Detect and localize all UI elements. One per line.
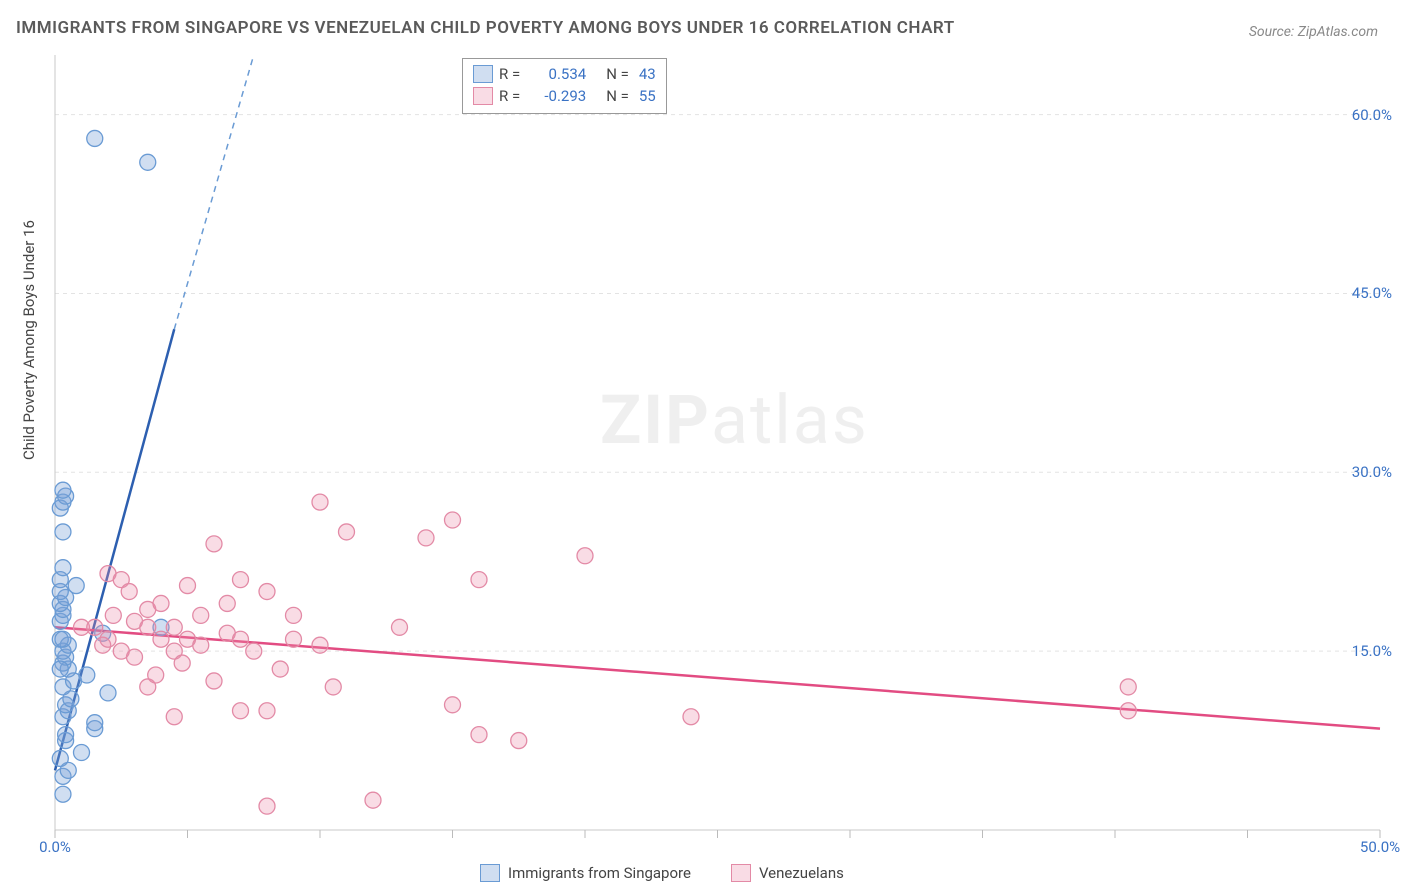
legend-swatch [731,864,751,882]
legend-row: R = 0.534 N = 43 [473,63,656,85]
legend-row: R = -0.293 N = 55 [473,85,656,107]
series-legend-item: Immigrants from Singapore [480,864,691,882]
series-legend-label: Venezuelans [759,864,844,882]
correlation-legend: R = 0.534 N = 43 R = -0.293 N = 55 [462,58,667,114]
legend-n-value: 55 [639,87,656,105]
x-tick-label: 50.0% [1360,838,1400,856]
legend-n-label: N = [606,65,629,83]
y-tick-label: 60.0% [1352,106,1392,124]
legend-swatch [480,864,500,882]
legend-r-label: R = [499,65,520,83]
scatter-chart [0,0,1406,892]
legend-n-label: N = [606,87,629,105]
legend-swatch [473,65,493,83]
y-tick-label: 45.0% [1352,284,1392,302]
series-legend: Immigrants from Singapore Venezuelans [480,864,844,882]
legend-r-value: 0.534 [530,65,586,83]
legend-n-value: 43 [639,65,656,83]
series-legend-label: Immigrants from Singapore [508,864,691,882]
legend-r-label: R = [499,87,520,105]
y-tick-label: 30.0% [1352,463,1392,481]
x-tick-label: 0.0% [39,838,71,856]
y-tick-label: 15.0% [1352,642,1392,660]
series-legend-item: Venezuelans [731,864,844,882]
legend-r-value: -0.293 [530,87,586,105]
legend-swatch [473,87,493,105]
